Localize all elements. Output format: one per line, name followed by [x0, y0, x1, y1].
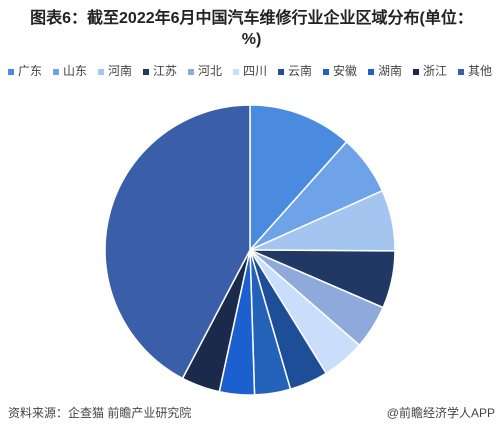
legend-label: 安徽 — [333, 63, 357, 78]
legend-swatch — [53, 69, 59, 75]
legend-swatch — [323, 69, 329, 75]
legend-swatch — [8, 69, 14, 75]
legend-label: 江苏 — [153, 64, 177, 78]
pie-slice — [104, 104, 251, 380]
legend-label: 浙江 — [423, 64, 447, 78]
legend-label: 湖南 — [378, 63, 402, 78]
legend-label: 河南 — [108, 63, 132, 78]
legend-label: 其他 — [468, 64, 492, 78]
legend-swatch — [413, 69, 419, 75]
legend-swatch — [278, 69, 284, 75]
legend-swatch — [143, 69, 149, 75]
legend-label: 河北 — [198, 64, 222, 78]
legend-label: 四川 — [243, 64, 267, 78]
legend-swatch — [368, 69, 374, 75]
credit: @前瞻经济学人APP — [387, 405, 495, 420]
legend-label: 山东 — [63, 64, 87, 78]
legend-swatch — [98, 69, 104, 75]
legend-label: 云南 — [288, 63, 312, 78]
source-note: 资料来源：企查猫 前瞻产业研究院 — [8, 405, 191, 420]
chart-title: 图表6：截至2022年6月中国汽车维修行业企业区域分布(单位：%) — [30, 10, 473, 48]
legend-swatch — [233, 69, 239, 75]
legend-swatch — [458, 69, 464, 75]
legend-label: 广东 — [18, 64, 42, 78]
legend-swatch — [188, 69, 194, 75]
pie-slice — [249, 104, 348, 252]
